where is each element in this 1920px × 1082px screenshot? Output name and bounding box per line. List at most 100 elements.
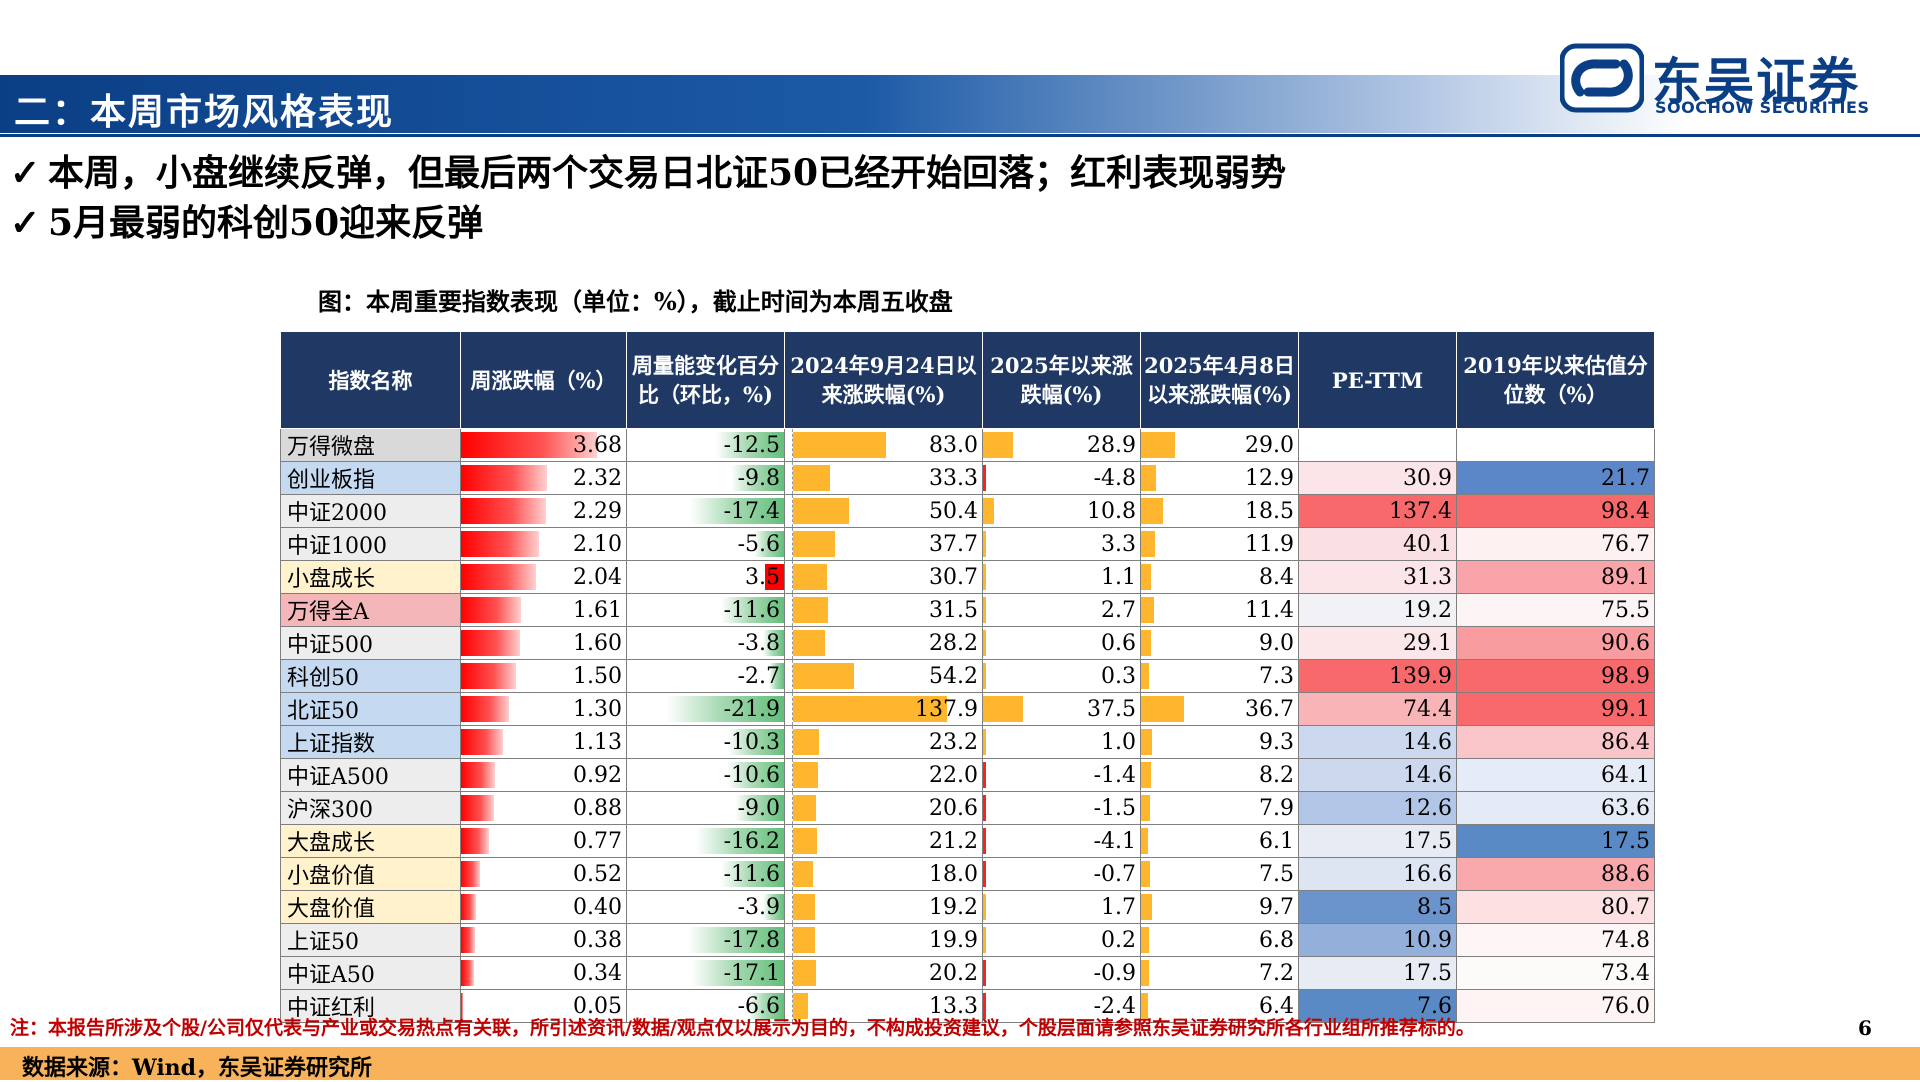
index-name-cell: 中证红利 <box>280 989 461 1023</box>
weekly-change-cell-value: 1.50 <box>573 663 622 689</box>
since-0408-bar <box>1141 696 1184 722</box>
weekly-change-bar <box>461 597 521 623</box>
header-pe-ttm: PE-TTM <box>1298 331 1457 429</box>
since-0408-cell-value: 9.7 <box>1259 894 1294 920</box>
volume-change-cell-value: -11.6 <box>723 861 780 887</box>
table-row: 上证指数 1.13 -10.3 23.2 1.0 9.3 14.6 86.4 <box>280 725 1655 759</box>
since-0408-cell: 9.0 <box>1140 626 1299 660</box>
ytd-cell-value: -0.9 <box>1093 960 1136 986</box>
ytd-bar <box>983 432 1014 458</box>
weekly-change-cell: 0.52 <box>460 857 627 891</box>
since-0408-cell-value: 7.5 <box>1259 861 1294 887</box>
since-0408-cell-value: 11.9 <box>1245 531 1294 557</box>
volume-change-cell-value: -10.3 <box>723 729 780 755</box>
since-0924-cell-value: 23.2 <box>929 729 978 755</box>
weekly-change-cell-value: 1.30 <box>573 696 622 722</box>
since-0408-cell-value: 6.8 <box>1259 927 1294 953</box>
weekly-change-bar <box>461 795 494 821</box>
since-0408-cell: 6.1 <box>1140 824 1299 858</box>
section-title: 二：本周市场风格表现 <box>14 91 395 133</box>
weekly-change-cell-value: 0.34 <box>573 960 622 986</box>
pe-ttm-cell-value: 12.6 <box>1403 795 1452 821</box>
ytd-negative-bar <box>983 828 986 854</box>
table-row: 中证2000 2.29 -17.4 50.4 10.8 18.5 137.4 98.4 <box>280 494 1655 528</box>
valuation-percentile-cell: 63.6 <box>1456 791 1655 825</box>
volume-change-cell: -17.4 <box>626 494 785 528</box>
table-row: 小盘成长 2.04 3.5 30.7 1.1 8.4 31.3 89.1 <box>280 560 1655 594</box>
weekly-change-cell: 0.77 <box>460 824 627 858</box>
ytd-bar <box>983 564 986 590</box>
valuation-percentile-cell-value: 64.1 <box>1601 762 1650 788</box>
index-name-cell: 中证A500 <box>280 758 461 792</box>
table-row: 北证50 1.30 -21.9 137.9 37.5 36.7 74.4 99.1 <box>280 692 1655 726</box>
weekly-change-cell-value: 3.68 <box>573 432 622 458</box>
index-name-cell: 沪深300 <box>280 791 461 825</box>
since-0924-bar <box>793 432 886 458</box>
ytd-cell: -4.8 <box>982 461 1141 495</box>
since-0408-bar <box>1141 498 1163 524</box>
since-0924-cell-value: 50.4 <box>929 498 978 524</box>
since-0924-cell-value: 31.5 <box>929 597 978 623</box>
since-0408-bar <box>1141 828 1149 854</box>
pe-ttm-cell: 17.5 <box>1298 824 1457 858</box>
ytd-cell-value: 1.1 <box>1101 564 1136 590</box>
weekly-change-bar <box>461 432 598 458</box>
ytd-negative-bar <box>983 795 986 821</box>
pe-ttm-cell: 74.4 <box>1298 692 1457 726</box>
pe-ttm-cell-value: 19.2 <box>1403 597 1452 623</box>
volume-change-cell-value: -9.8 <box>737 465 780 491</box>
key-point-2: ✓ 5月最弱的科创50迎来反弹 <box>10 198 1286 248</box>
ytd-negative-bar <box>983 861 986 887</box>
weekly-change-cell: 1.61 <box>460 593 627 627</box>
since-0924-cell: 22.0 <box>784 758 983 792</box>
pe-ttm-cell: 19.2 <box>1298 593 1457 627</box>
since-0408-bar <box>1141 795 1151 821</box>
ytd-cell: 2.7 <box>982 593 1141 627</box>
index-name-cell: 万得全A <box>280 593 461 627</box>
weekly-change-cell-value: 0.38 <box>573 927 622 953</box>
weekly-change-cell: 0.34 <box>460 956 627 990</box>
valuation-percentile-cell-value: 88.6 <box>1601 861 1650 887</box>
since-0924-cell: 37.7 <box>784 527 983 561</box>
volume-change-cell-value: -3.9 <box>737 894 780 920</box>
since-0924-cell-value: 20.2 <box>929 960 978 986</box>
since-0408-cell: 6.4 <box>1140 989 1299 1023</box>
since-0924-axis <box>792 627 794 659</box>
volume-change-cell-value: -3.8 <box>737 630 780 656</box>
volume-change-cell-value: -16.2 <box>723 828 780 854</box>
valuation-percentile-cell-value: 76.7 <box>1601 531 1650 557</box>
pe-ttm-cell-value: 137.4 <box>1389 498 1452 524</box>
ytd-bar <box>983 894 986 920</box>
index-name-cell: 万得微盘 <box>280 428 461 462</box>
weekly-change-bar <box>461 894 476 920</box>
weekly-change-bar <box>461 861 481 887</box>
since-0924-cell: 20.6 <box>784 791 983 825</box>
pe-ttm-cell-value: 29.1 <box>1403 630 1452 656</box>
since-0924-cell-value: 37.7 <box>929 531 978 557</box>
since-0408-cell-value: 11.4 <box>1245 597 1294 623</box>
header-since-0408: 2025年4月8日以来涨跌幅(%) <box>1140 331 1299 429</box>
table-row: 中证A50 0.34 -17.1 20.2 -0.9 7.2 17.5 73.4 <box>280 956 1655 990</box>
header-valuation-percentile: 2019年以来估值分位数（%） <box>1456 331 1655 429</box>
pe-ttm-cell: 10.9 <box>1298 923 1457 957</box>
weekly-change-cell-value: 1.13 <box>573 729 622 755</box>
since-0924-cell: 19.2 <box>784 890 983 924</box>
weekly-change-cell-value: 0.40 <box>573 894 622 920</box>
since-0924-cell-value: 21.2 <box>929 828 978 854</box>
volume-change-bar <box>765 564 784 590</box>
pe-ttm-cell: 31.3 <box>1298 560 1457 594</box>
since-0408-cell-value: 6.1 <box>1259 828 1294 854</box>
since-0924-bar <box>793 828 817 854</box>
page-number: 6 <box>1858 1016 1872 1040</box>
since-0924-axis <box>792 957 794 989</box>
volume-change-cell: -10.3 <box>626 725 785 759</box>
ytd-negative-bar <box>983 960 986 986</box>
index-name-cell: 上证50 <box>280 923 461 957</box>
since-0408-bar <box>1141 960 1150 986</box>
since-0408-cell: 7.2 <box>1140 956 1299 990</box>
since-0924-bar <box>793 498 850 524</box>
valuation-percentile-cell-value: 98.9 <box>1601 663 1650 689</box>
since-0408-cell: 9.7 <box>1140 890 1299 924</box>
valuation-percentile-cell-value: 76.0 <box>1601 993 1650 1019</box>
table-row: 万得全A 1.61 -11.6 31.5 2.7 11.4 19.2 75.5 <box>280 593 1655 627</box>
